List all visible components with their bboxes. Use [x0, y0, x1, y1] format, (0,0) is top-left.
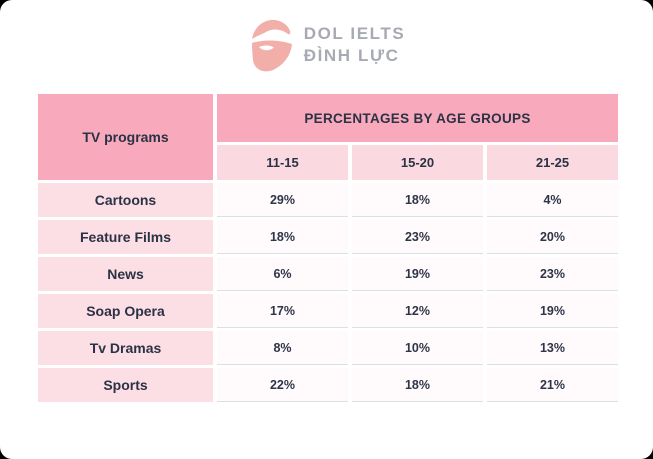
row-label: Cartoons [38, 183, 213, 217]
data-cell: 18% [217, 220, 348, 254]
age-column-header: 11-15 [217, 145, 348, 180]
data-cell: 19% [352, 257, 483, 291]
brand-logo: DOL IELTS ĐÌNH LỰC [0, 0, 653, 77]
data-cell: 10% [352, 331, 483, 365]
row-label: Feature Films [38, 220, 213, 254]
brand-line1: DOL IELTS [303, 23, 406, 43]
data-cell: 20% [487, 220, 618, 254]
data-cell: 17% [217, 294, 348, 328]
row-label: Tv Dramas [38, 331, 213, 365]
data-cell: 4% [487, 183, 618, 217]
data-cell: 21% [487, 368, 618, 402]
row-label: Soap Opera [38, 294, 213, 328]
data-cell: 6% [217, 257, 348, 291]
data-cell: 8% [217, 331, 348, 365]
data-cell: 29% [217, 183, 348, 217]
brand-text: DOL IELTS ĐÌNH LỰC [304, 23, 406, 68]
brand-line2: ĐÌNH LỰC [303, 46, 400, 65]
data-cell: 18% [352, 183, 483, 217]
age-column-header: 21-25 [487, 145, 618, 180]
data-cell: 12% [352, 294, 483, 328]
tv-programs-table: TV programs PERCENTAGES BY AGE GROUPS 11… [38, 94, 618, 402]
group-header-cell: PERCENTAGES BY AGE GROUPS [217, 94, 618, 142]
row-label: Sports [38, 368, 213, 402]
age-column-header: 15-20 [352, 145, 483, 180]
data-cell: 18% [352, 368, 483, 402]
data-cell: 13% [487, 331, 618, 365]
data-cell: 19% [487, 294, 618, 328]
row-label: News [38, 257, 213, 291]
dol-d-logo-icon [251, 19, 292, 72]
data-cell: 23% [352, 220, 483, 254]
corner-header-cell: TV programs [38, 94, 213, 180]
data-cell: 23% [487, 257, 618, 291]
data-cell: 22% [217, 368, 348, 402]
